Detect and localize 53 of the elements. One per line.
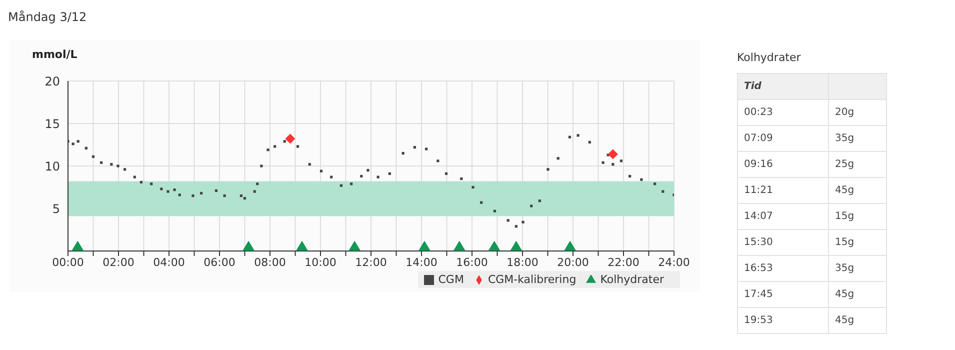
category-label: 00:23 <box>738 100 828 126</box>
x-tick-label: 14:00 <box>406 256 438 269</box>
category-label: 17:45 <box>738 282 828 308</box>
y-tick-label: 15 <box>44 116 60 131</box>
text: 35g <box>835 263 854 274</box>
point <box>296 240 308 251</box>
text: 45g <box>835 185 854 196</box>
legend-label: CGM <box>438 273 464 286</box>
text: Tid <box>738 74 828 100</box>
x-tick-label: 00:00 <box>52 256 84 269</box>
x-tick-label: 12:00 <box>355 256 387 269</box>
text: 15g <box>835 211 854 222</box>
text: 25g <box>835 159 854 170</box>
category-label: 19:53 <box>738 308 828 334</box>
category-label: 15:30 <box>738 230 828 256</box>
category-label: 16:53 <box>738 256 828 282</box>
chart-title: Måndag 3/12 <box>8 10 87 24</box>
x-tick-label: 06:00 <box>204 256 236 269</box>
point <box>453 240 466 251</box>
x-tick-label: 02:00 <box>102 256 134 269</box>
x-tick-label: 04:00 <box>153 256 185 269</box>
text: Kolhydrater <box>737 51 802 64</box>
y-tick-label: 5 <box>52 202 60 216</box>
text: 20g <box>835 107 854 118</box>
x-tick-label: 24:00 <box>658 256 690 269</box>
text: 45g <box>835 289 854 300</box>
x-tick-label: 20:00 <box>557 256 589 269</box>
legend-label: Kolhydrater <box>600 273 664 286</box>
text: 35g <box>835 133 854 144</box>
y-tick-label: 20 <box>44 74 60 88</box>
point <box>285 134 296 144</box>
category-label: 14:07 <box>738 204 828 230</box>
point <box>608 149 618 160</box>
category-label: 09:16 <box>738 152 828 178</box>
x-tick-label: 08:00 <box>254 256 286 269</box>
y-tick-label: 10 <box>44 159 60 174</box>
y-axis-title: mmol/L <box>32 48 78 61</box>
legend-label: CGM-kalibrering <box>488 273 576 286</box>
point <box>510 240 522 251</box>
point <box>418 240 430 251</box>
point <box>242 240 255 251</box>
text: 15g <box>835 237 854 248</box>
point <box>488 240 500 251</box>
x-tick-label: 16:00 <box>456 256 488 269</box>
x-tick-label: 10:00 <box>304 256 336 269</box>
x-tick-label: 18:00 <box>506 256 538 269</box>
category-label: 07:09 <box>738 126 828 152</box>
point <box>72 240 84 251</box>
category-label: 11:21 <box>738 178 828 204</box>
point <box>564 240 576 251</box>
point <box>348 240 361 251</box>
x-tick-label: 22:00 <box>608 256 640 269</box>
text: 45g <box>835 315 854 326</box>
